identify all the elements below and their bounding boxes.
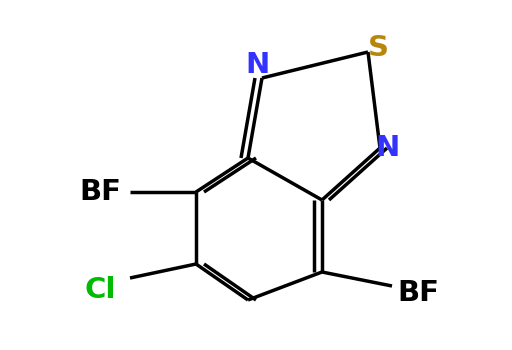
Text: BF: BF: [397, 279, 439, 307]
Text: Cl: Cl: [84, 276, 116, 304]
Text: N: N: [246, 51, 270, 79]
Text: S: S: [368, 34, 389, 62]
Text: BF: BF: [79, 178, 121, 206]
Text: N: N: [376, 134, 400, 162]
